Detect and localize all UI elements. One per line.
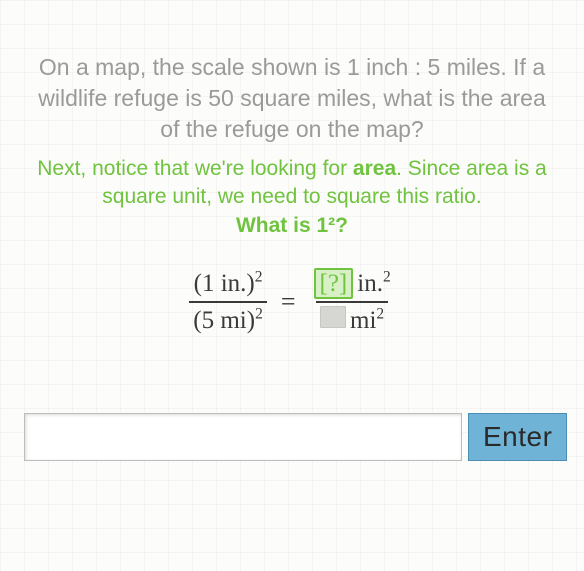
right-denominator: mi2 <box>316 301 388 336</box>
left-denominator: (5 mi)2 <box>189 301 267 336</box>
equation: (1 in.)2 (5 mi)2 = [?] in.2 mi2 <box>30 268 554 337</box>
answer-input[interactable] <box>24 413 462 461</box>
left-num-base: (1 in.) <box>194 270 255 297</box>
right-numerator: [?] in.2 <box>310 268 395 302</box>
equals-sign: = <box>281 287 296 317</box>
answer-placeholder-box[interactable]: [?] <box>314 268 354 300</box>
right-fraction: [?] in.2 mi2 <box>310 268 395 337</box>
enter-button[interactable]: Enter <box>468 413 567 461</box>
hint-prefix: Next, notice that we're looking for <box>37 157 353 180</box>
right-num-unit: in.2 <box>357 268 390 299</box>
right-den-unit: mi2 <box>350 305 384 336</box>
content-area: On a map, the scale shown is 1 inch : 5 … <box>0 0 584 337</box>
left-num-exp: 2 <box>255 269 263 286</box>
problem-text: On a map, the scale shown is 1 inch : 5 … <box>30 52 554 145</box>
left-numerator: (1 in.)2 <box>190 268 267 301</box>
hint-question: What is 1²? <box>30 214 554 238</box>
left-den-base: (5 mi) <box>193 307 255 334</box>
left-den-exp: 2 <box>255 306 263 323</box>
hint-bold: area <box>353 157 396 180</box>
grey-placeholder-box <box>320 306 346 328</box>
input-row: Enter <box>24 413 567 461</box>
left-fraction: (1 in.)2 (5 mi)2 <box>189 268 267 337</box>
hint-text: Next, notice that we're looking for area… <box>30 155 554 212</box>
